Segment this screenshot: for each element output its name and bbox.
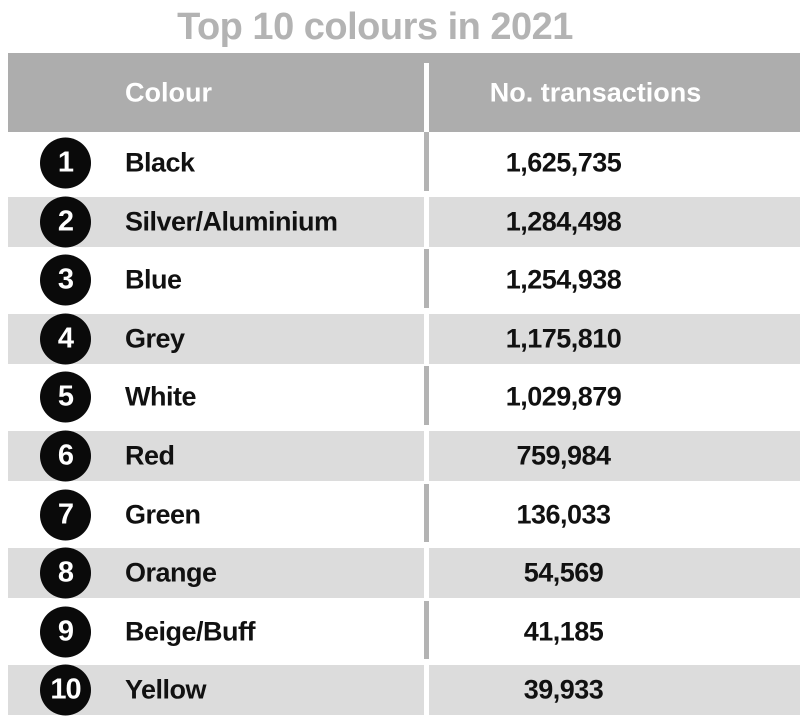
colour-name: Red (125, 440, 175, 471)
colour-name: Yellow (125, 674, 207, 705)
rank-badge: 7 (40, 489, 91, 541)
rank-badge: 3 (40, 254, 91, 306)
colour-name: Blue (125, 264, 182, 295)
row-content: 7 Green 136,033 (8, 489, 800, 541)
table-row: 3 Blue 1,254,938 (8, 249, 800, 308)
row-band (8, 665, 800, 716)
row-content: 10 Yellow 39,933 (8, 664, 800, 716)
rank-badge: 10 (40, 664, 91, 716)
rank-badge: 8 (40, 547, 91, 599)
table-row: 6 Red 759,984 (8, 424, 800, 484)
table-row: 9 Beige/Buff 41,185 (8, 600, 800, 660)
colour-name: Black (125, 147, 195, 178)
column-divider (424, 366, 429, 425)
rank-badge: 2 (40, 196, 91, 248)
row-band (8, 489, 800, 540)
table-row: 4 Grey 1,175,810 (8, 307, 800, 367)
row-band (8, 138, 800, 188)
table-row: 1 Black 1,625,735 (8, 132, 800, 191)
transactions-value: 1,625,735 (505, 147, 622, 178)
rank-badge: 6 (40, 430, 91, 482)
page-title: Top 10 colours in 2021 (177, 6, 573, 48)
column-divider (424, 483, 429, 543)
table-row: 2 Silver/Aluminium 1,284,498 (8, 190, 800, 250)
transactions-value: 1,029,879 (505, 381, 622, 412)
column-divider (424, 190, 429, 250)
transactions-value: 54,569 (523, 557, 604, 588)
table-body: 1 Black 1,625,735 2 Silver/Aluminium 1,2… (8, 132, 800, 718)
column-divider (424, 249, 429, 308)
transactions-value: 1,175,810 (505, 323, 622, 354)
row-content: 2 Silver/Aluminium 1,284,498 (8, 196, 800, 248)
rank-badge: 9 (40, 606, 91, 658)
row-content: 6 Red 759,984 (8, 430, 800, 482)
row-band (8, 372, 800, 423)
row-band (8, 606, 800, 657)
rank-badge: 4 (40, 313, 91, 365)
colour-name: Grey (125, 323, 185, 354)
transactions-value: 1,284,498 (505, 206, 622, 237)
table-row: 5 White 1,029,879 (8, 366, 800, 425)
colour-name: Orange (125, 557, 217, 588)
row-content: 9 Beige/Buff 41,185 (8, 606, 800, 658)
table-header-row: Colour No. transactions (8, 53, 800, 132)
transactions-value: 1,254,938 (505, 264, 622, 295)
row-band (8, 313, 800, 364)
table-row: 10 Yellow 39,933 (8, 659, 800, 718)
transactions-value: 136,033 (516, 499, 611, 530)
column-divider (424, 542, 429, 601)
colour-name: Beige/Buff (125, 616, 256, 647)
row-content: 5 White 1,029,879 (8, 371, 800, 423)
rank-badge: 5 (40, 371, 91, 423)
colour-name: Silver/Aluminium (125, 206, 338, 237)
column-divider (424, 424, 429, 484)
row-content: 3 Blue 1,254,938 (8, 254, 800, 306)
row-band (8, 548, 800, 599)
transactions-value: 39,933 (523, 674, 604, 705)
row-band (8, 430, 800, 481)
row-content: 1 Black 1,625,735 (8, 137, 800, 189)
transactions-value: 41,185 (523, 616, 604, 647)
column-divider (424, 307, 429, 367)
colour-name: Green (125, 499, 201, 530)
row-band (8, 196, 800, 247)
table-row: 8 Orange 54,569 (8, 542, 800, 601)
row-content: 8 Orange 54,569 (8, 547, 800, 599)
row-band (8, 255, 800, 306)
table-row: 7 Green 136,033 (8, 483, 800, 543)
column-divider (424, 659, 429, 718)
column-header-colour: Colour (125, 77, 212, 107)
column-divider (424, 132, 429, 191)
row-content: 4 Grey 1,175,810 (8, 313, 800, 365)
transactions-value: 759,984 (516, 440, 611, 471)
rank-badge: 1 (40, 137, 91, 189)
column-divider (424, 600, 429, 660)
column-header-transactions: No. transactions (489, 77, 702, 107)
colours-table: Colour No. transactions 1 Black 1,625,73… (8, 53, 800, 718)
colour-name: White (125, 381, 197, 412)
header-column-divider (424, 63, 429, 132)
